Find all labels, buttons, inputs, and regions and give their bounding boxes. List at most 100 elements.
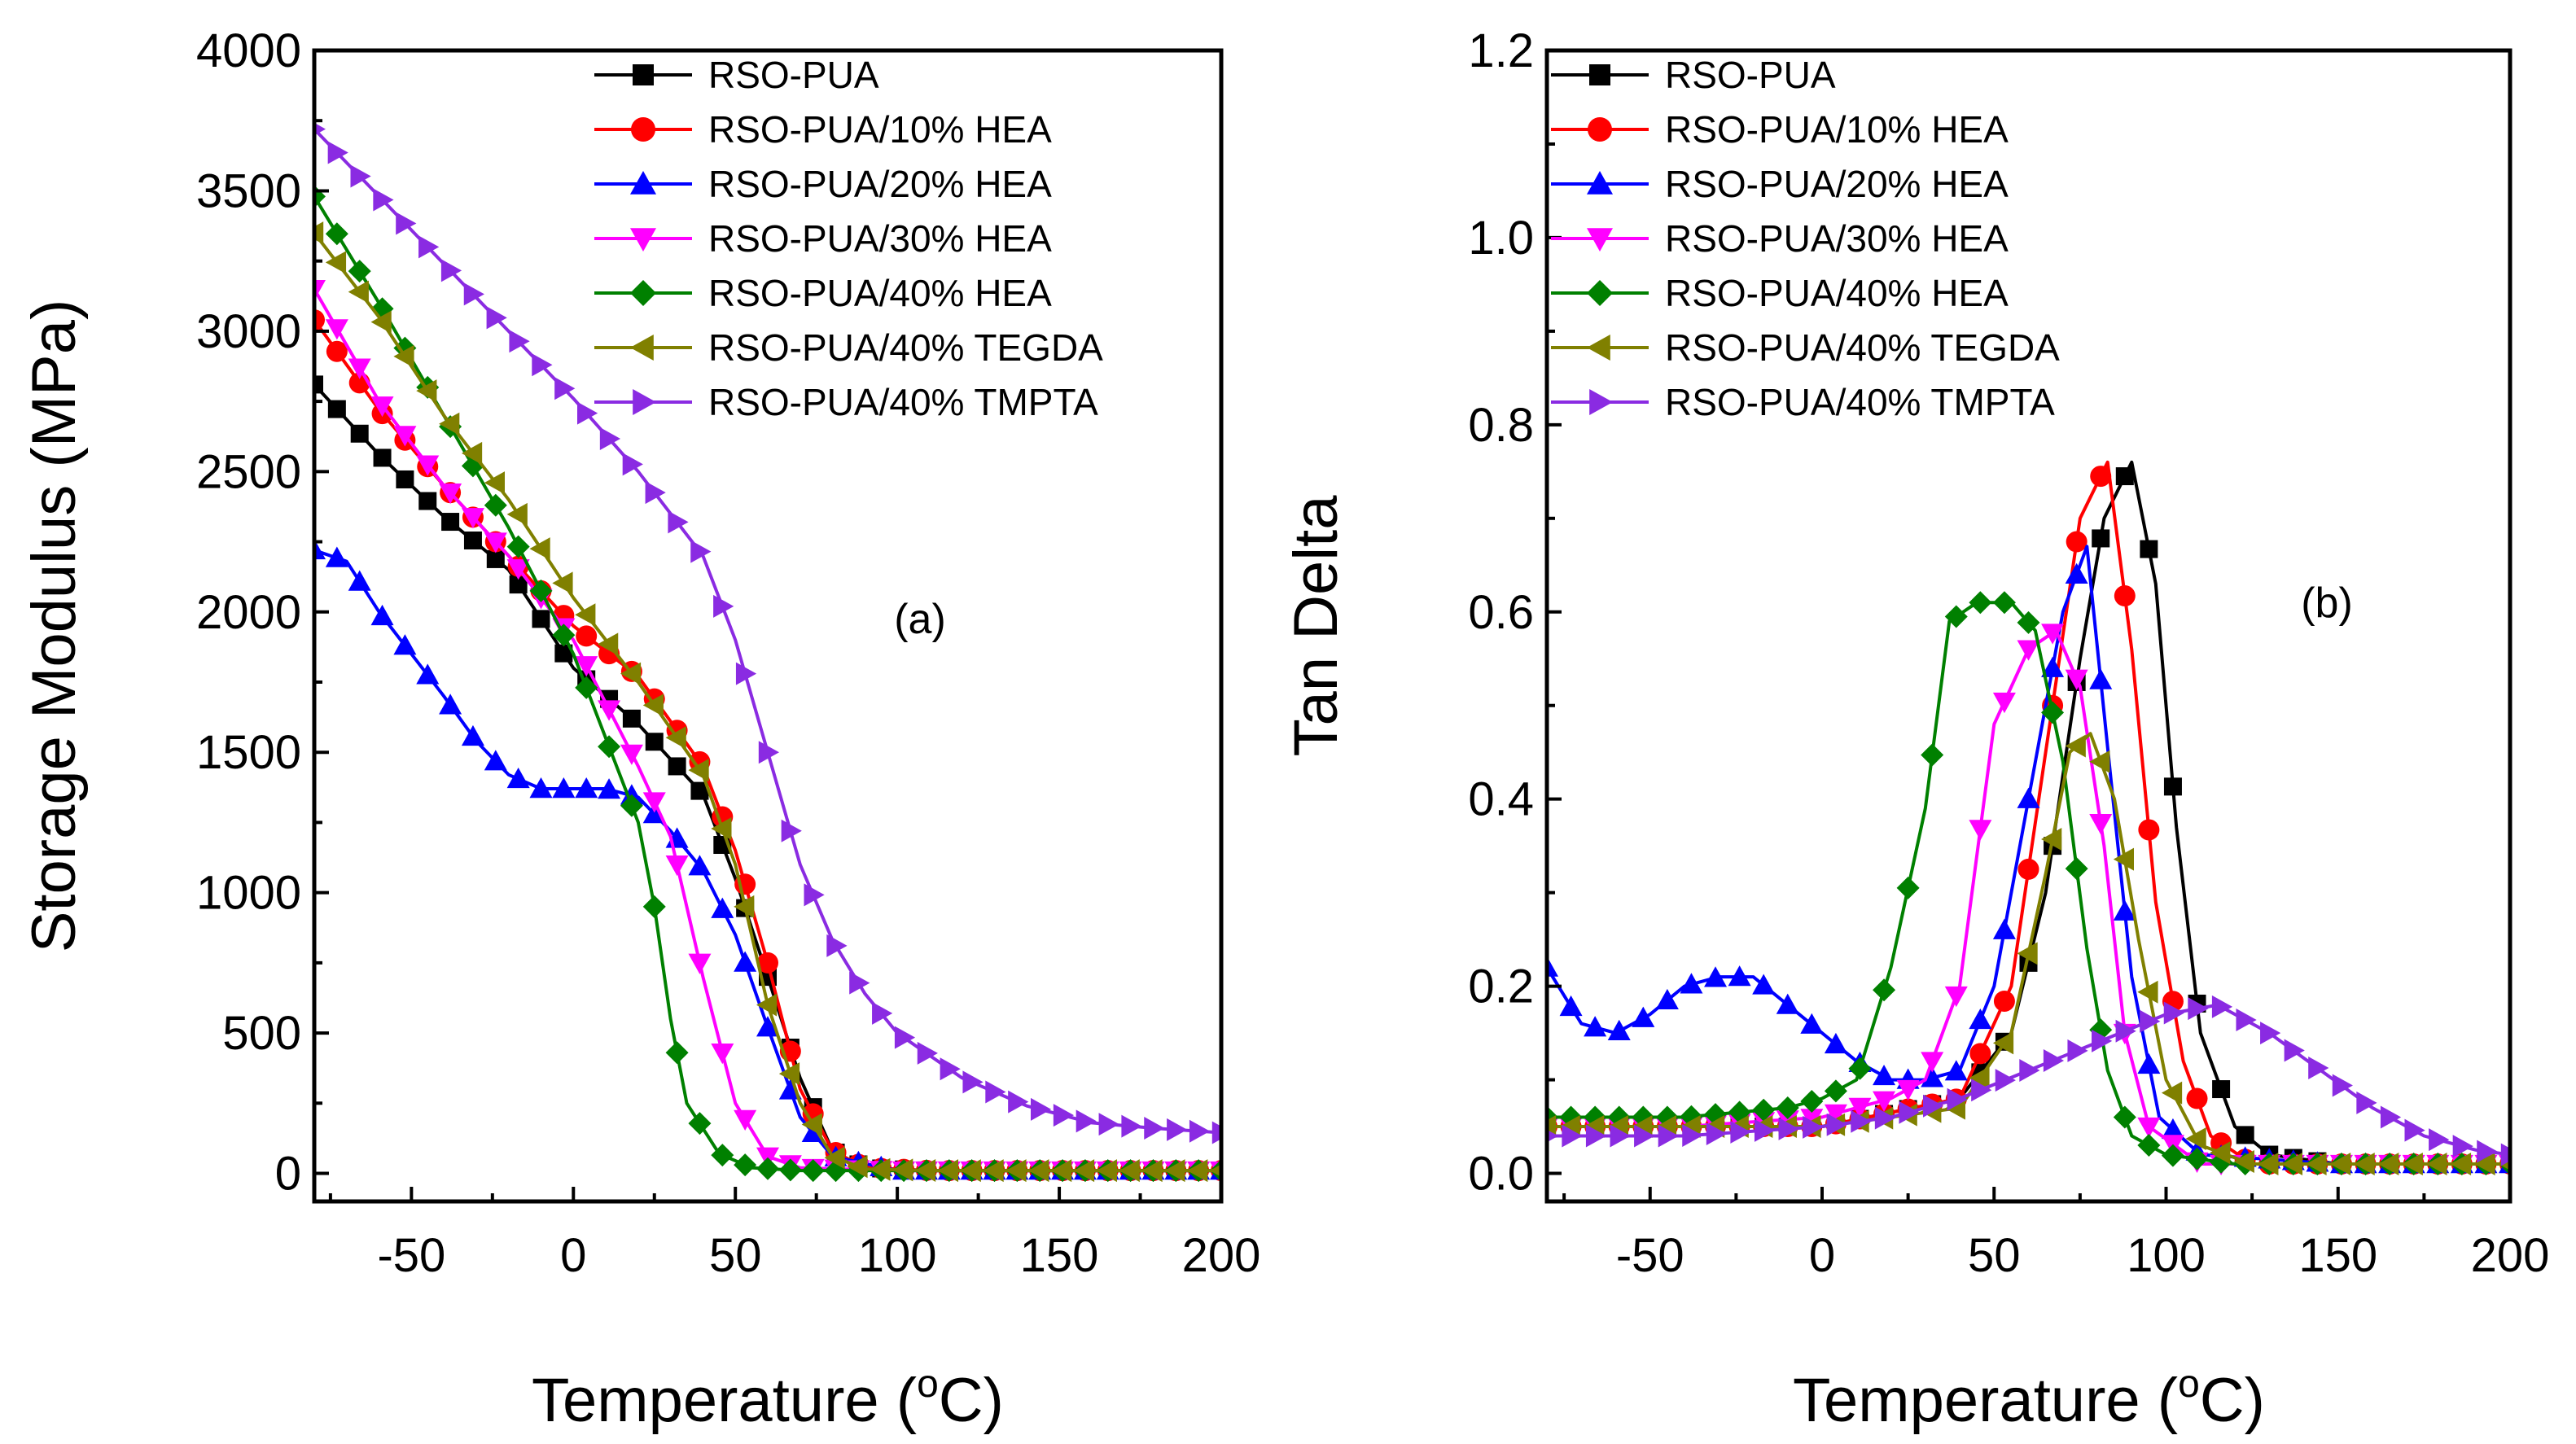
panel-b-data-marker (2477, 1140, 2498, 1163)
panel-b-data-marker (1754, 1118, 1776, 1142)
panel-b-data-marker (2402, 1153, 2423, 1176)
panel-b-x-tick-label: 50 (1968, 1229, 2021, 1282)
panel-b-data-marker (2138, 819, 2160, 841)
panel-b-x-axis-title: Temperature (oC) (1793, 1363, 2265, 1435)
panel-b-data-marker (1730, 1120, 1751, 1144)
panel-a-data-marker (668, 757, 686, 776)
panel-b-data-marker (1969, 1066, 1990, 1090)
panel-b-data-marker (2161, 1144, 2184, 1167)
panel-a-data-marker (642, 694, 664, 717)
panel-b-data-marker (2115, 1019, 2136, 1043)
panel-b-legend-item: RSO-PUA/40% HEA (1551, 272, 2009, 314)
panel-b-data-marker (2065, 669, 2088, 690)
panel-a-data-marker (690, 540, 712, 563)
panel-a-data-marker (350, 424, 369, 443)
panel-b-data-marker (2378, 1153, 2399, 1176)
panel-a-data-marker (826, 934, 848, 957)
panel-b-data-marker (2017, 858, 2039, 880)
panel-b-data-marker (2017, 787, 2040, 808)
panel-a-legend-label: RSO-PUA/40% TEGDA (708, 326, 1103, 369)
panel-b-legend-item: RSO-PUA/40% TMPTA (1551, 381, 2055, 423)
panel-a-data-marker (688, 855, 712, 876)
panel-a-legend-label: RSO-PUA/40% TMPTA (708, 381, 1098, 423)
panel-a-data-marker (552, 571, 573, 595)
panel-a-data-marker (532, 610, 550, 628)
panel-b-y-tick-label: 0.2 (1468, 960, 1534, 1013)
panel-a-legend-marker (630, 335, 654, 361)
panel-a-data-marker (622, 709, 641, 728)
panel-a-x-tick-label: -50 (377, 1229, 445, 1282)
panel-b-data-marker (2017, 942, 2038, 965)
panel-b-data-marker (1969, 820, 1992, 841)
panel-b-data-marker (2043, 1048, 2065, 1072)
panel-a-series-layer (314, 122, 1221, 1183)
panel-a-x-title-suffix: C) (939, 1366, 1004, 1435)
panel-b-data-marker (2236, 1008, 2257, 1031)
panel-b-legend-label: RSO-PUA (1665, 54, 1836, 96)
panel-b-data-marker (1728, 965, 1751, 987)
panel-b-data-marker (2236, 1126, 2254, 1144)
panel-a-data-marker (529, 537, 550, 561)
panel-a-legend-item: RSO-PUA/20% HEA (594, 163, 1052, 205)
panel-a-data-marker (801, 1159, 825, 1183)
panel-a-data-marker (486, 549, 505, 568)
panel-b-legend-marker (1589, 389, 1613, 415)
panel-b-legend-label: RSO-PUA/40% HEA (1665, 272, 2009, 314)
panel-a-data-marker (849, 971, 870, 995)
panel-b-legend-marker (1587, 171, 1613, 195)
panel-a-data-marker (554, 377, 576, 400)
panel-a-data-marker (370, 396, 394, 418)
panel-b-data-marker (2161, 1118, 2184, 1140)
panel-a-data-marker (418, 235, 440, 259)
panel-b-y-tick-label: 0.8 (1468, 399, 1534, 452)
panel-b-x-tick-label: 100 (2127, 1229, 2206, 1282)
panel-a-data-marker (690, 781, 709, 800)
panel-a-data-marker (1210, 1164, 1221, 1177)
panel-a-data-marker (350, 164, 371, 188)
panel-b-data-marker (2017, 610, 2040, 634)
panel-b-x-tick-label: 200 (2471, 1229, 2550, 1282)
panel-b-data-marker (1800, 1013, 1824, 1034)
panel-b-legend-label: RSO-PUA/20% HEA (1665, 163, 2009, 205)
panel-b-legend-item: RSO-PUA/10% HEA (1551, 108, 2009, 151)
panel-b-data-marker (1800, 1109, 1824, 1130)
panel-a-legend-item: RSO-PUA/10% HEA (594, 108, 1052, 151)
panel-a-data-marker (348, 280, 369, 304)
panel-b-data-marker (1559, 995, 1583, 1017)
panel-a-data-marker (1187, 1159, 1208, 1183)
panel-a-data-marker (804, 883, 825, 907)
panel-b-data-marker (1873, 1091, 1896, 1112)
panel-b-y-axis-title: Tan Delta (1281, 495, 1351, 757)
panel-b-data-marker (1873, 1064, 1896, 1086)
panel-b-data-marker (2356, 1091, 2377, 1114)
panel-a-data-marker (781, 819, 802, 842)
panel-b-data-marker (2089, 750, 2110, 773)
panel-b-data-marker (2329, 1153, 2351, 1176)
panel-b-data-marker (1896, 1079, 1920, 1101)
panel-b-data-marker (2137, 1052, 2161, 1074)
panel-b-data-marker (2354, 1153, 2375, 1176)
panel-b-data-marker (2450, 1153, 2472, 1176)
panel-a-series-2 (314, 538, 1221, 1180)
panel-b-data-marker (2066, 531, 2088, 553)
panel-a-data-marker (711, 897, 734, 918)
panel-a-legend-label: RSO-PUA/20% HEA (708, 163, 1052, 205)
panel-a-data-marker (688, 759, 709, 782)
panel-b-data-marker (2404, 1118, 2425, 1142)
panel-b-data-marker (1848, 1097, 1872, 1118)
panel-a-data-marker (1119, 1159, 1140, 1183)
panel-a-data-marker (529, 777, 553, 799)
panel-b-data-marker (2163, 777, 2182, 796)
panel-a-data-marker (1167, 1118, 1188, 1141)
panel-b-data-marker (1944, 986, 1968, 1008)
panel-b-legend-marker (1588, 117, 1612, 142)
panel-b-data-marker (1776, 1096, 1799, 1120)
panel-b-y-tick-label: 0.6 (1468, 586, 1534, 639)
panel-a-data-marker (439, 694, 462, 715)
panel-a-data-marker (713, 594, 734, 618)
panel-b-data-marker (2067, 1039, 2088, 1062)
panel-a-x-tick-label: 0 (560, 1229, 586, 1282)
panel-b-legend-item: RSO-PUA/40% TEGDA (1551, 326, 2060, 369)
panel-b-data-marker (1944, 1060, 1968, 1081)
